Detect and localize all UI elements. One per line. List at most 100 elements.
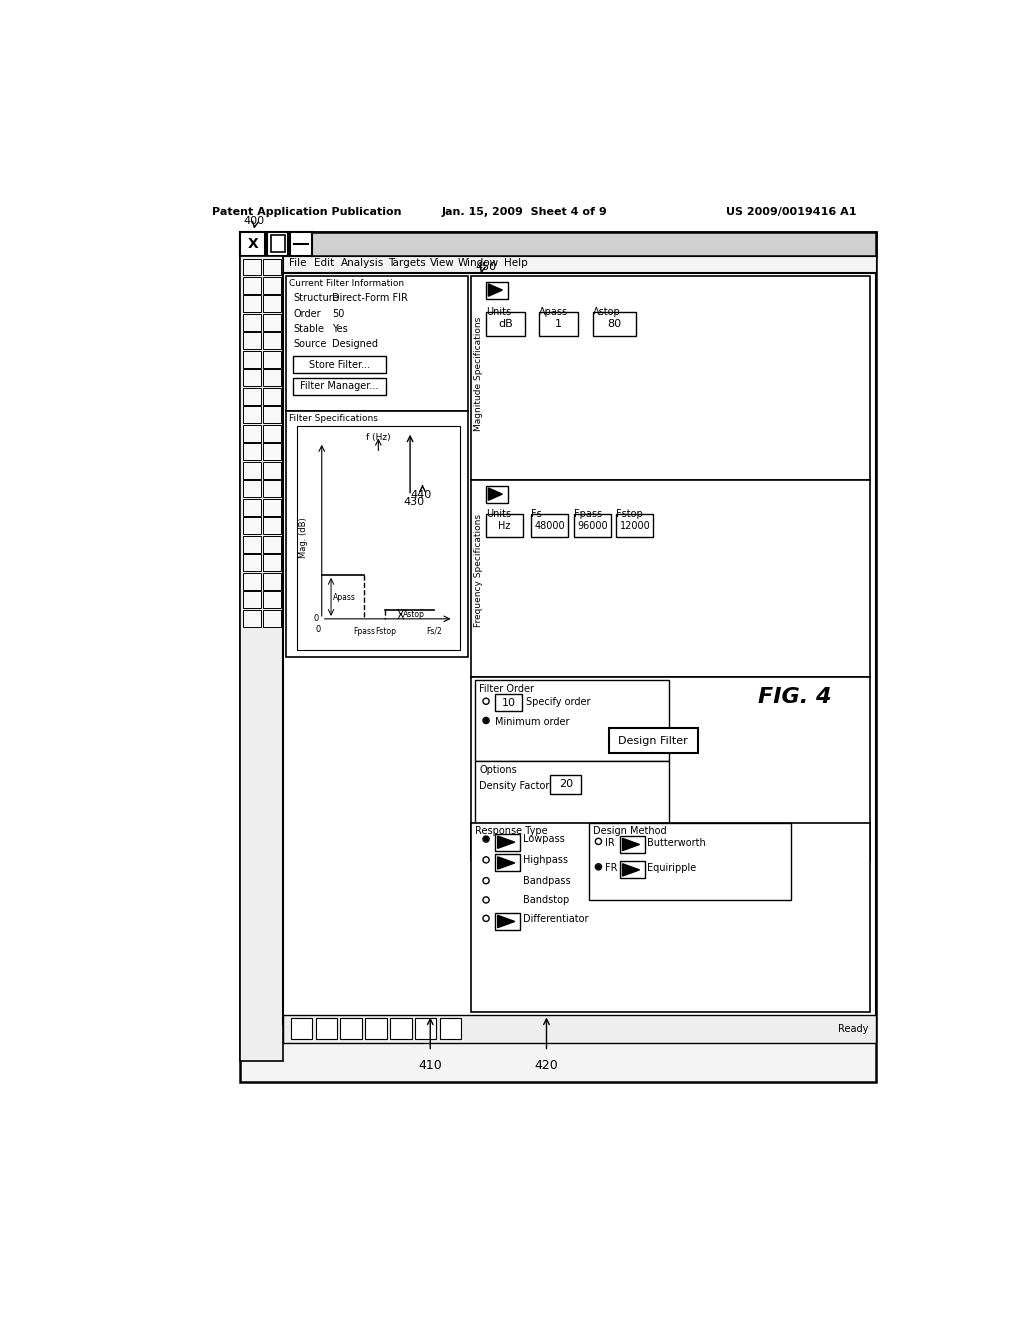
Bar (297, 426, 460, 649)
Text: X: X (248, 236, 258, 251)
Polygon shape (498, 915, 515, 928)
Text: Jan. 15, 2009  Sheet 4 of 9: Jan. 15, 2009 Sheet 4 of 9 (442, 207, 607, 216)
Bar (263, 425, 282, 442)
Text: Design Method: Design Method (593, 826, 667, 836)
Bar (263, 591, 282, 609)
Bar (263, 499, 282, 516)
Bar (243, 444, 261, 461)
Text: File: File (289, 257, 307, 268)
Text: 450: 450 (475, 261, 497, 272)
Text: US 2009/0019416 A1: US 2009/0019416 A1 (726, 207, 856, 216)
Text: f (Hz): f (Hz) (366, 433, 390, 441)
Bar (589, 822, 791, 900)
Text: Patent Application Publication: Patent Application Publication (212, 207, 401, 216)
Bar (366, 1019, 387, 1039)
Bar (263, 554, 282, 572)
Text: Bandpass: Bandpass (523, 876, 570, 886)
Bar (471, 276, 870, 480)
Bar (243, 610, 261, 627)
Bar (621, 836, 645, 853)
Text: 420: 420 (535, 1059, 558, 1072)
Bar (286, 411, 468, 657)
Bar (263, 277, 282, 294)
Bar (263, 444, 282, 461)
Bar (243, 259, 261, 276)
Polygon shape (498, 857, 515, 869)
Bar (243, 462, 261, 479)
Bar (263, 259, 282, 276)
Bar (263, 462, 282, 479)
Bar (315, 1019, 337, 1039)
Text: Fs/2: Fs/2 (426, 627, 442, 635)
Bar (471, 822, 870, 1011)
Polygon shape (623, 863, 640, 876)
Text: 1: 1 (555, 319, 561, 329)
Bar (243, 517, 261, 535)
Text: Apass: Apass (334, 593, 356, 602)
Text: Options: Options (479, 766, 517, 775)
Text: Order: Order (293, 309, 321, 318)
Text: 80: 80 (607, 319, 621, 329)
Text: Stable: Stable (293, 323, 324, 334)
Text: 96000: 96000 (577, 520, 607, 531)
Bar (243, 351, 261, 368)
Text: Apass: Apass (539, 308, 568, 317)
Text: FIG. 4: FIG. 4 (758, 688, 831, 708)
Text: Designed: Designed (332, 339, 378, 350)
Bar (241, 256, 283, 1061)
Bar (616, 513, 653, 537)
Bar (283, 273, 876, 1024)
Text: Highpass: Highpass (523, 855, 568, 865)
Bar (243, 277, 261, 294)
Text: 0: 0 (313, 614, 318, 623)
Bar (243, 425, 261, 442)
Text: Fstop: Fstop (616, 508, 643, 519)
Text: Help: Help (504, 257, 527, 268)
Text: Butterworth: Butterworth (647, 838, 706, 847)
Text: Targets: Targets (388, 257, 425, 268)
Bar (243, 370, 261, 387)
Text: Lowpass: Lowpass (523, 834, 565, 845)
Text: Fstop: Fstop (375, 627, 396, 635)
Bar (270, 235, 285, 252)
Text: 400: 400 (244, 216, 264, 226)
Text: Specify order: Specify order (525, 697, 590, 708)
Text: Magnitude Specifications: Magnitude Specifications (474, 317, 483, 432)
Bar (263, 296, 282, 313)
Text: Edit: Edit (314, 257, 334, 268)
Bar (496, 854, 520, 871)
Bar (291, 1019, 312, 1039)
Polygon shape (488, 284, 503, 296)
Bar (263, 407, 282, 424)
Text: 12000: 12000 (620, 520, 650, 531)
Bar (243, 591, 261, 609)
Bar (486, 486, 508, 503)
Text: Density Factor: Density Factor (479, 780, 550, 791)
Text: Minimum order: Minimum order (496, 717, 569, 726)
Bar (486, 513, 523, 537)
Bar (293, 356, 386, 374)
Bar (439, 1019, 461, 1039)
Bar (263, 480, 282, 498)
Bar (390, 1019, 412, 1039)
Text: Filter Manager...: Filter Manager... (300, 381, 379, 391)
Bar (243, 333, 261, 350)
Bar (539, 313, 578, 335)
Text: Filter Specifications: Filter Specifications (289, 414, 378, 422)
Bar (283, 1015, 876, 1043)
Bar (550, 775, 582, 793)
Text: Design Filter: Design Filter (617, 735, 687, 746)
Text: 20: 20 (559, 779, 573, 789)
Text: 0: 0 (315, 626, 321, 634)
Bar (243, 573, 261, 590)
Bar (293, 378, 386, 395)
Bar (621, 862, 645, 878)
Bar (486, 281, 508, 298)
Bar (286, 276, 468, 411)
Bar (608, 729, 697, 752)
Bar (241, 231, 265, 256)
Text: Equiripple: Equiripple (647, 863, 696, 873)
Text: Fs: Fs (531, 508, 542, 519)
Text: FR: FR (604, 863, 617, 873)
Bar (241, 231, 876, 1082)
